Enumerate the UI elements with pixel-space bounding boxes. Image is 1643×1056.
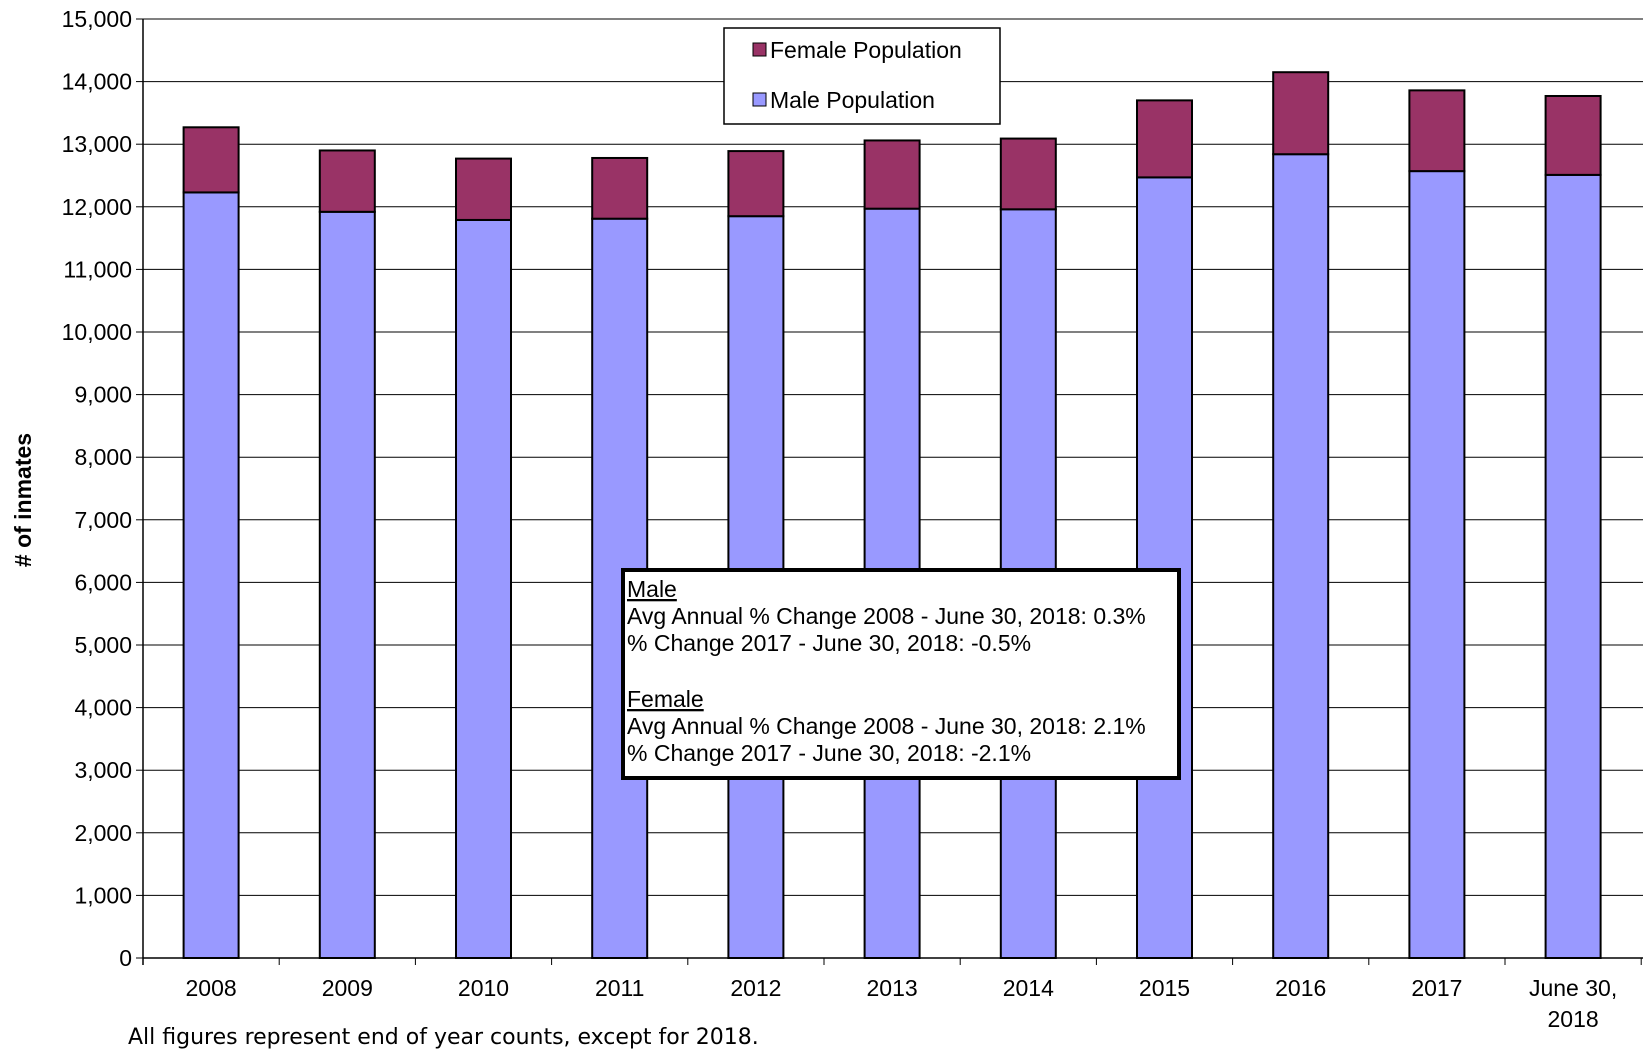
annotation-border bbox=[621, 568, 1181, 780]
y-tick-label: 2,000 bbox=[74, 820, 132, 846]
y-tick-label: 5,000 bbox=[74, 632, 132, 658]
y-tick-label: 13,000 bbox=[62, 131, 132, 157]
x-tick-label: 2014 bbox=[1003, 975, 1054, 1001]
annotation-box: Male Avg Annual % Change 2008 - June 30,… bbox=[621, 568, 1181, 780]
legend-label-female: Female Population bbox=[770, 37, 962, 63]
axes bbox=[136, 18, 1643, 965]
y-tick-label: 11,000 bbox=[63, 256, 132, 282]
legend: Female Population Male Population bbox=[723, 27, 1001, 125]
x-tick-label: 2009 bbox=[322, 975, 373, 1001]
legend-swatch-female bbox=[752, 42, 767, 57]
bar-female bbox=[999, 137, 1057, 211]
bar-female bbox=[727, 150, 785, 218]
annotation-female-line: Avg Annual % Change 2008 - June 30, 2018… bbox=[627, 713, 1146, 739]
x-tick-label: 2016 bbox=[1275, 975, 1326, 1001]
legend-box bbox=[723, 27, 1001, 125]
x-tick-label: 2012 bbox=[730, 975, 781, 1001]
y-tick-label: 1,000 bbox=[74, 882, 132, 908]
y-tick-label: 4,000 bbox=[74, 695, 132, 721]
legend-label-male: Male Population bbox=[770, 87, 935, 113]
bar-female bbox=[1136, 99, 1193, 179]
bar-female bbox=[1408, 89, 1466, 173]
y-tick-label: 3,000 bbox=[74, 757, 132, 783]
y-axis-label: # of inmates bbox=[10, 433, 36, 567]
y-tick-label: 8,000 bbox=[74, 444, 132, 470]
bar-female bbox=[591, 156, 649, 220]
legend-swatch-male bbox=[752, 92, 767, 107]
x-tick-label: 2013 bbox=[867, 975, 918, 1001]
y-tick-label: 15,000 bbox=[62, 6, 132, 32]
x-tick-label: 2015 bbox=[1139, 975, 1190, 1001]
x-tick-label: 2008 bbox=[186, 975, 237, 1001]
annotation-male-line: % Change 2017 - June 30, 2018: -0.5% bbox=[627, 630, 1031, 656]
x-tick-label: 2010 bbox=[458, 975, 509, 1001]
x-tick-label: 2018 bbox=[1548, 1006, 1599, 1032]
bar-male bbox=[1408, 170, 1466, 960]
y-tick-label: 6,000 bbox=[74, 569, 132, 595]
bar-male bbox=[455, 218, 512, 960]
annotation-female-line: % Change 2017 - June 30, 2018: -2.1% bbox=[627, 740, 1031, 766]
y-tick-label: 14,000 bbox=[62, 69, 132, 95]
bar-male bbox=[318, 210, 376, 960]
bar-male bbox=[1136, 176, 1193, 960]
tick-labels: 0 1,000 2,000 3,000 4,000 5,000 6,000 7,000 8,00… bbox=[62, 6, 1618, 1032]
x-tick-label: 2011 bbox=[595, 975, 644, 1001]
bar-male bbox=[1272, 153, 1330, 959]
bars bbox=[182, 71, 1602, 960]
y-tick-label: 12,000 bbox=[62, 194, 132, 220]
annotation-male-heading: Male bbox=[627, 576, 677, 602]
y-tick-label: 10,000 bbox=[62, 319, 132, 345]
x-tick-label: 2017 bbox=[1411, 975, 1462, 1001]
bar-female bbox=[863, 139, 921, 210]
bar-female bbox=[1544, 94, 1602, 176]
y-tick-label: 7,000 bbox=[74, 507, 132, 533]
bar-female bbox=[182, 126, 240, 194]
x-tick-label: June 30, bbox=[1529, 975, 1617, 1001]
bar-male bbox=[1544, 173, 1602, 959]
annotation-female-heading: Female bbox=[627, 686, 704, 712]
bar-female bbox=[318, 149, 376, 213]
y-tick-label: 0 bbox=[119, 945, 132, 971]
y-tick-label: 9,000 bbox=[74, 382, 132, 408]
bar-female bbox=[1272, 71, 1330, 156]
bar-female bbox=[455, 157, 512, 221]
footnote: All figures represent end of year counts… bbox=[128, 1025, 759, 1050]
annotation-male-line: Avg Annual % Change 2008 - June 30, 2018… bbox=[627, 603, 1146, 629]
bar-male bbox=[182, 191, 240, 960]
